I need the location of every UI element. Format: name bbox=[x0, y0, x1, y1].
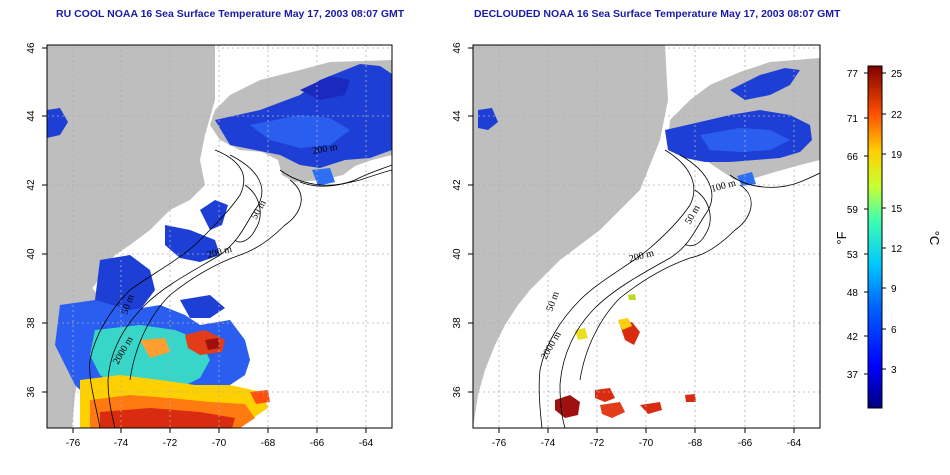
colorbar-celsius-label: °C bbox=[927, 231, 942, 246]
colorbar-gradient bbox=[867, 65, 883, 409]
colorbar-f-tick-48: 48 bbox=[847, 288, 859, 299]
colorbar-fahrenheit-label: °F bbox=[834, 231, 849, 244]
right-lon-tick-72: -72 bbox=[590, 438, 605, 449]
colorbar-tick-marks bbox=[864, 72, 886, 375]
colorbar-f-tick-37: 37 bbox=[847, 370, 859, 381]
colorbar-c-tick-3: 3 bbox=[891, 365, 897, 376]
right-map-title: DECLOUDED NOAA 16 Sea Surface Temperatur… bbox=[474, 8, 841, 20]
colorbar-c-tick-25: 25 bbox=[891, 69, 903, 80]
right-lon-tick-64: -64 bbox=[787, 438, 802, 449]
right-bathymetry-contours bbox=[538, 149, 820, 428]
left-lon-tick-72: -72 bbox=[163, 438, 178, 449]
right-lon-tick-66: -66 bbox=[738, 438, 753, 449]
left-map-title: RU COOL NOAA 16 Sea Surface Temperature … bbox=[56, 8, 405, 20]
colorbar-f-tick-71: 71 bbox=[847, 114, 859, 125]
left-map-panel: 200 m 50 m 200 m 50 m 2000 m -76 -74 -72… bbox=[26, 42, 393, 449]
right-lon-tick-74: -74 bbox=[541, 438, 556, 449]
colorbar-c-tick-22: 22 bbox=[891, 110, 903, 121]
colorbar-f-tick-66: 66 bbox=[847, 152, 859, 163]
left-axis-tick-marks bbox=[42, 47, 367, 433]
right-gridlines bbox=[473, 45, 820, 428]
left-lon-tick-66: -66 bbox=[310, 438, 325, 449]
left-lon-tick-68: -68 bbox=[261, 438, 276, 449]
left-lat-tick-42: 42 bbox=[26, 179, 37, 191]
colorbar-c-tick-19: 19 bbox=[891, 150, 903, 161]
right-lon-tick-76: -76 bbox=[492, 438, 507, 449]
left-lon-tick-74: -74 bbox=[114, 438, 129, 449]
colorbar-f-tick-77: 77 bbox=[847, 69, 859, 80]
right-lat-tick-36: 36 bbox=[452, 386, 463, 398]
right-axis-tick-marks bbox=[468, 47, 795, 433]
left-lon-tick-70: -70 bbox=[212, 438, 227, 449]
left-lat-tick-38: 38 bbox=[26, 317, 37, 329]
right-lat-tick-38: 38 bbox=[452, 317, 463, 329]
right-lat-tick-40: 40 bbox=[452, 248, 463, 260]
right-lat-tick-44: 44 bbox=[452, 110, 463, 122]
left-warm-water bbox=[80, 325, 270, 428]
right-lon-tick-70: -70 bbox=[639, 438, 654, 449]
colorbar-f-tick-53: 53 bbox=[847, 250, 859, 261]
colorbar-c-tick-15: 15 bbox=[891, 204, 903, 215]
right-lon-tick-68: -68 bbox=[688, 438, 703, 449]
right-lat-tick-46: 46 bbox=[452, 42, 463, 54]
right-lat-tick-42: 42 bbox=[452, 179, 463, 191]
left-lat-tick-44: 44 bbox=[26, 110, 37, 122]
left-lon-tick-64: -64 bbox=[359, 438, 374, 449]
colorbar-c-tick-12: 12 bbox=[891, 244, 903, 255]
left-lon-tick-76: -76 bbox=[66, 438, 81, 449]
right-map-panel: 100 m 50 m 200 m 50 m 2000 m -76 -74 -72… bbox=[452, 42, 821, 449]
left-lat-tick-46: 46 bbox=[26, 42, 37, 54]
left-lat-tick-36: 36 bbox=[26, 386, 37, 398]
right-warm-water bbox=[555, 294, 696, 418]
left-gridlines bbox=[47, 45, 392, 428]
colorbar-c-tick-6: 6 bbox=[891, 325, 897, 336]
temperature-colorbar: 77 71 66 59 53 48 42 37 25 22 19 15 12 9… bbox=[834, 65, 942, 409]
colorbar-f-tick-42: 42 bbox=[847, 332, 859, 343]
colorbar-c-tick-9: 9 bbox=[891, 284, 897, 295]
colorbar-f-tick-59: 59 bbox=[847, 205, 859, 216]
left-lat-tick-40: 40 bbox=[26, 248, 37, 260]
left-bathymetry-contours bbox=[89, 149, 392, 428]
left-contour-label-200m-north: 200 m bbox=[312, 142, 339, 157]
